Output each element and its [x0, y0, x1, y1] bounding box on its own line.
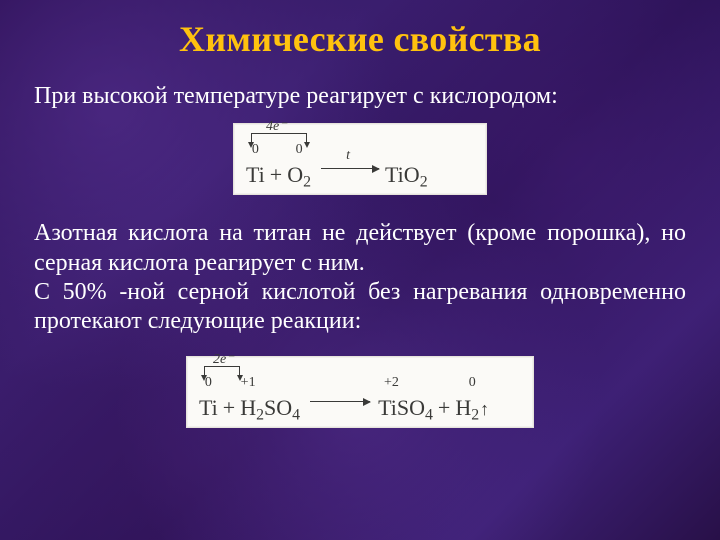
equation-1: 4e⁻0Ti+0O2tTiO2 — [246, 128, 474, 191]
slide-title: Химические свойства — [34, 18, 686, 60]
equation-2-box: 2e⁻0Ti++1H2SO4+2TiSO4+0H2↑ — [186, 356, 534, 428]
equation-2-wrap: 2e⁻0Ti++1H2SO4+2TiSO4+0H2↑ — [34, 350, 686, 428]
paragraph-3: С 50% -ной серной кислотой без нагревани… — [34, 278, 686, 337]
equation-2: 2e⁻0Ti++1H2SO4+2TiSO4+0H2↑ — [199, 361, 521, 424]
equation-1-wrap: 4e⁻0Ti+0O2tTiO2 — [34, 119, 686, 195]
paragraph-1: При высокой температуре реагирует с кисл… — [34, 82, 686, 111]
slide: Химические свойства При высокой температ… — [0, 0, 720, 540]
paragraph-2: Азотная кислота на титан не действует (к… — [34, 219, 686, 278]
equation-1-box: 4e⁻0Ti+0O2tTiO2 — [233, 123, 487, 195]
